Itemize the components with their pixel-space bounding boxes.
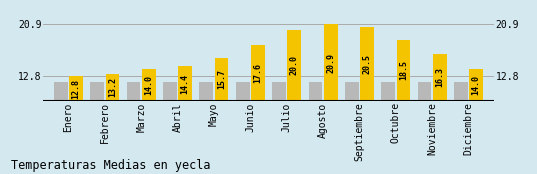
Text: 20.5: 20.5 — [362, 54, 372, 74]
Bar — [418, 82, 431, 101]
Bar — [215, 58, 228, 101]
Bar — [454, 82, 468, 101]
Bar — [127, 82, 141, 101]
Bar — [199, 82, 213, 101]
Bar — [396, 40, 410, 101]
Text: 14.0: 14.0 — [471, 75, 481, 95]
Text: 20.9: 20.9 — [326, 53, 335, 73]
Bar — [69, 76, 83, 101]
Text: Temperaturas Medias en yecla: Temperaturas Medias en yecla — [11, 159, 211, 172]
Bar — [345, 82, 359, 101]
Text: 18.5: 18.5 — [399, 60, 408, 80]
Bar — [381, 82, 395, 101]
Bar — [469, 69, 483, 101]
Text: 15.7: 15.7 — [217, 69, 226, 89]
Bar — [178, 66, 192, 101]
Bar — [309, 82, 322, 101]
Bar — [54, 82, 68, 101]
Bar — [90, 82, 104, 101]
Bar — [251, 45, 265, 101]
Text: 12.8: 12.8 — [71, 79, 81, 99]
Bar — [360, 27, 374, 101]
Text: 13.2: 13.2 — [108, 77, 117, 97]
Text: 14.4: 14.4 — [180, 74, 190, 93]
Text: 14.0: 14.0 — [144, 75, 154, 95]
Text: 17.6: 17.6 — [253, 63, 263, 83]
Text: 16.3: 16.3 — [436, 67, 444, 87]
Bar — [106, 74, 119, 101]
Bar — [433, 54, 447, 101]
Text: 20.0: 20.0 — [290, 56, 299, 76]
Bar — [324, 24, 338, 101]
Bar — [236, 82, 250, 101]
Bar — [287, 30, 301, 101]
Bar — [142, 69, 156, 101]
Bar — [272, 82, 286, 101]
Bar — [163, 82, 177, 101]
